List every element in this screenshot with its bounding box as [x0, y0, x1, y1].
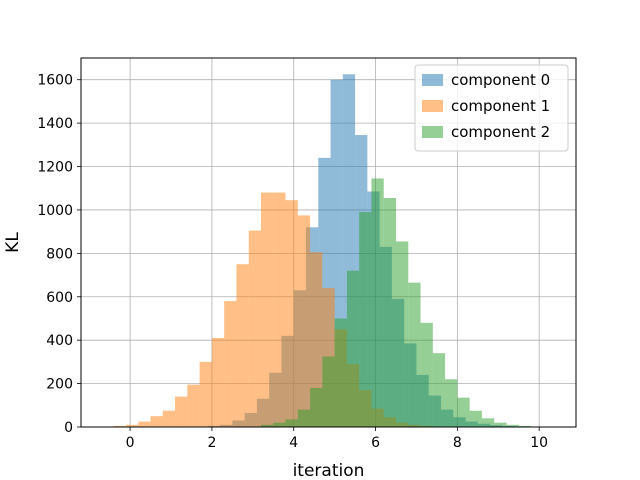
histogram-bar — [383, 198, 396, 427]
y-tick-label: 600 — [46, 290, 73, 306]
x-tick-label: 8 — [453, 435, 462, 451]
histogram-bar — [187, 384, 200, 427]
histogram-bars — [113, 74, 576, 428]
x-tick-label: 6 — [371, 435, 380, 451]
y-tick-label: 1000 — [37, 203, 73, 219]
histogram-bar — [322, 356, 335, 427]
legend-swatch — [422, 126, 443, 138]
y-tick-label: 0 — [64, 420, 73, 436]
y-tick-label: 800 — [46, 246, 73, 262]
histogram-bar — [297, 215, 311, 427]
histogram-bar — [396, 241, 409, 427]
legend-box — [414, 64, 569, 152]
histogram-bar — [126, 424, 139, 427]
x-tick-label: 10 — [530, 435, 548, 451]
y-tick-label: 1400 — [37, 116, 73, 132]
histogram-bar — [224, 301, 237, 427]
legend-swatch — [422, 74, 443, 86]
plot-frame — [80, 57, 577, 428]
histogram-bar — [506, 424, 519, 427]
histogram-bar — [518, 425, 531, 427]
histogram-bar — [420, 322, 433, 427]
histogram-bar — [248, 230, 261, 427]
histogram-bar — [236, 264, 249, 427]
y-axis-title: KL — [3, 232, 23, 253]
histogram-bar — [261, 192, 274, 427]
legend-label: component 1 — [451, 97, 550, 115]
y-tick-label: 1200 — [37, 160, 73, 176]
x-tick-label: 2 — [207, 435, 216, 451]
legend-label: component 0 — [451, 71, 550, 89]
histogram-bar — [211, 338, 225, 427]
histogram-bar — [310, 387, 323, 427]
histogram-bar — [285, 419, 298, 427]
axis-ticks: 0 2 4 6 8 10 0 200 400 600 800 1000 1200 1400 1600 — [37, 73, 548, 451]
histogram-bar — [481, 418, 495, 427]
histogram-bar — [371, 178, 384, 427]
y-tick-label: 200 — [46, 377, 73, 393]
legend-label: component 2 — [451, 123, 550, 141]
histogram-bar — [408, 282, 421, 427]
histogram-bar — [150, 416, 163, 427]
histogram-bar — [310, 252, 323, 427]
histogram-bar — [346, 270, 360, 427]
histogram-bar — [359, 212, 372, 427]
x-axis-title: iteration — [293, 461, 365, 480]
histogram-bar — [334, 318, 347, 427]
histogram-bar — [113, 425, 126, 427]
histogram-bar — [445, 379, 458, 427]
histogram-bar — [261, 424, 274, 427]
histogram-bar — [162, 410, 176, 427]
histogram-bar — [175, 396, 188, 427]
histogram-bar — [138, 421, 151, 427]
histogram-bar — [199, 361, 212, 427]
histogram-bar — [469, 410, 482, 427]
y-tick-label: 1600 — [37, 73, 73, 89]
histogram-bar — [273, 422, 286, 427]
legend: component 0 component 1 component 2 — [414, 64, 569, 152]
series-2-bars — [261, 178, 556, 427]
legend-swatch — [422, 100, 443, 112]
histogram-bar — [457, 397, 470, 427]
histogram-bar — [494, 422, 507, 427]
histogram-bar — [432, 353, 446, 427]
x-tick-label: 0 — [126, 435, 135, 451]
histogram-bar — [285, 200, 298, 427]
histogram-bar — [273, 192, 286, 427]
histogram-bar — [297, 409, 311, 427]
x-tick-label: 4 — [289, 435, 298, 451]
y-tick-label: 400 — [46, 333, 73, 349]
